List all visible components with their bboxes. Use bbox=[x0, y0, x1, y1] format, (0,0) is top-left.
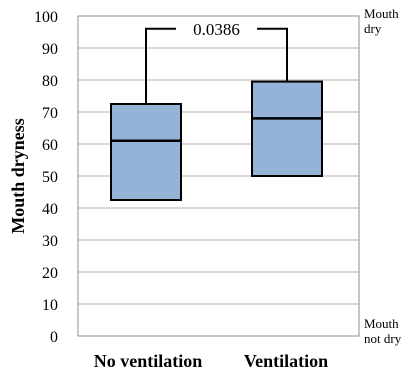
y-tick-label: 90 bbox=[42, 41, 58, 58]
p-value-label: 0.0386 bbox=[193, 20, 240, 39]
y-tick-label: 100 bbox=[34, 9, 58, 26]
right-note-top: dry bbox=[364, 21, 382, 36]
right-note-top: Mouth bbox=[364, 6, 399, 21]
category-label: Ventilation bbox=[244, 351, 328, 371]
y-axis-title: Mouth dryness bbox=[8, 118, 28, 234]
significance-bracket: 0.0386 bbox=[145, 20, 288, 104]
category-label: No ventilation bbox=[94, 351, 203, 371]
y-tick-label: 70 bbox=[42, 105, 58, 122]
box bbox=[110, 103, 182, 201]
right-note-bottom: Mouth bbox=[364, 316, 399, 331]
right-note-bottom: not dry bbox=[364, 331, 402, 346]
y-tick-label: 20 bbox=[42, 265, 58, 282]
bracket-right bbox=[257, 27, 288, 82]
box bbox=[251, 80, 323, 177]
category-labels: No ventilation Ventilation bbox=[94, 351, 328, 371]
y-tick-label: 60 bbox=[42, 137, 58, 154]
y-tick-label: 10 bbox=[42, 297, 58, 314]
bracket-left bbox=[145, 27, 176, 104]
y-tick-label: 50 bbox=[42, 169, 58, 186]
plot-frame bbox=[77, 15, 360, 337]
y-tick-label: 30 bbox=[42, 233, 58, 250]
y-tick-labels: 0 10 20 30 40 50 60 70 80 90 100 bbox=[34, 9, 58, 346]
y-tick-label: 0 bbox=[50, 329, 58, 346]
boxes bbox=[110, 80, 323, 201]
y-tick-label: 40 bbox=[42, 201, 58, 218]
y-tick-label: 80 bbox=[42, 73, 58, 90]
